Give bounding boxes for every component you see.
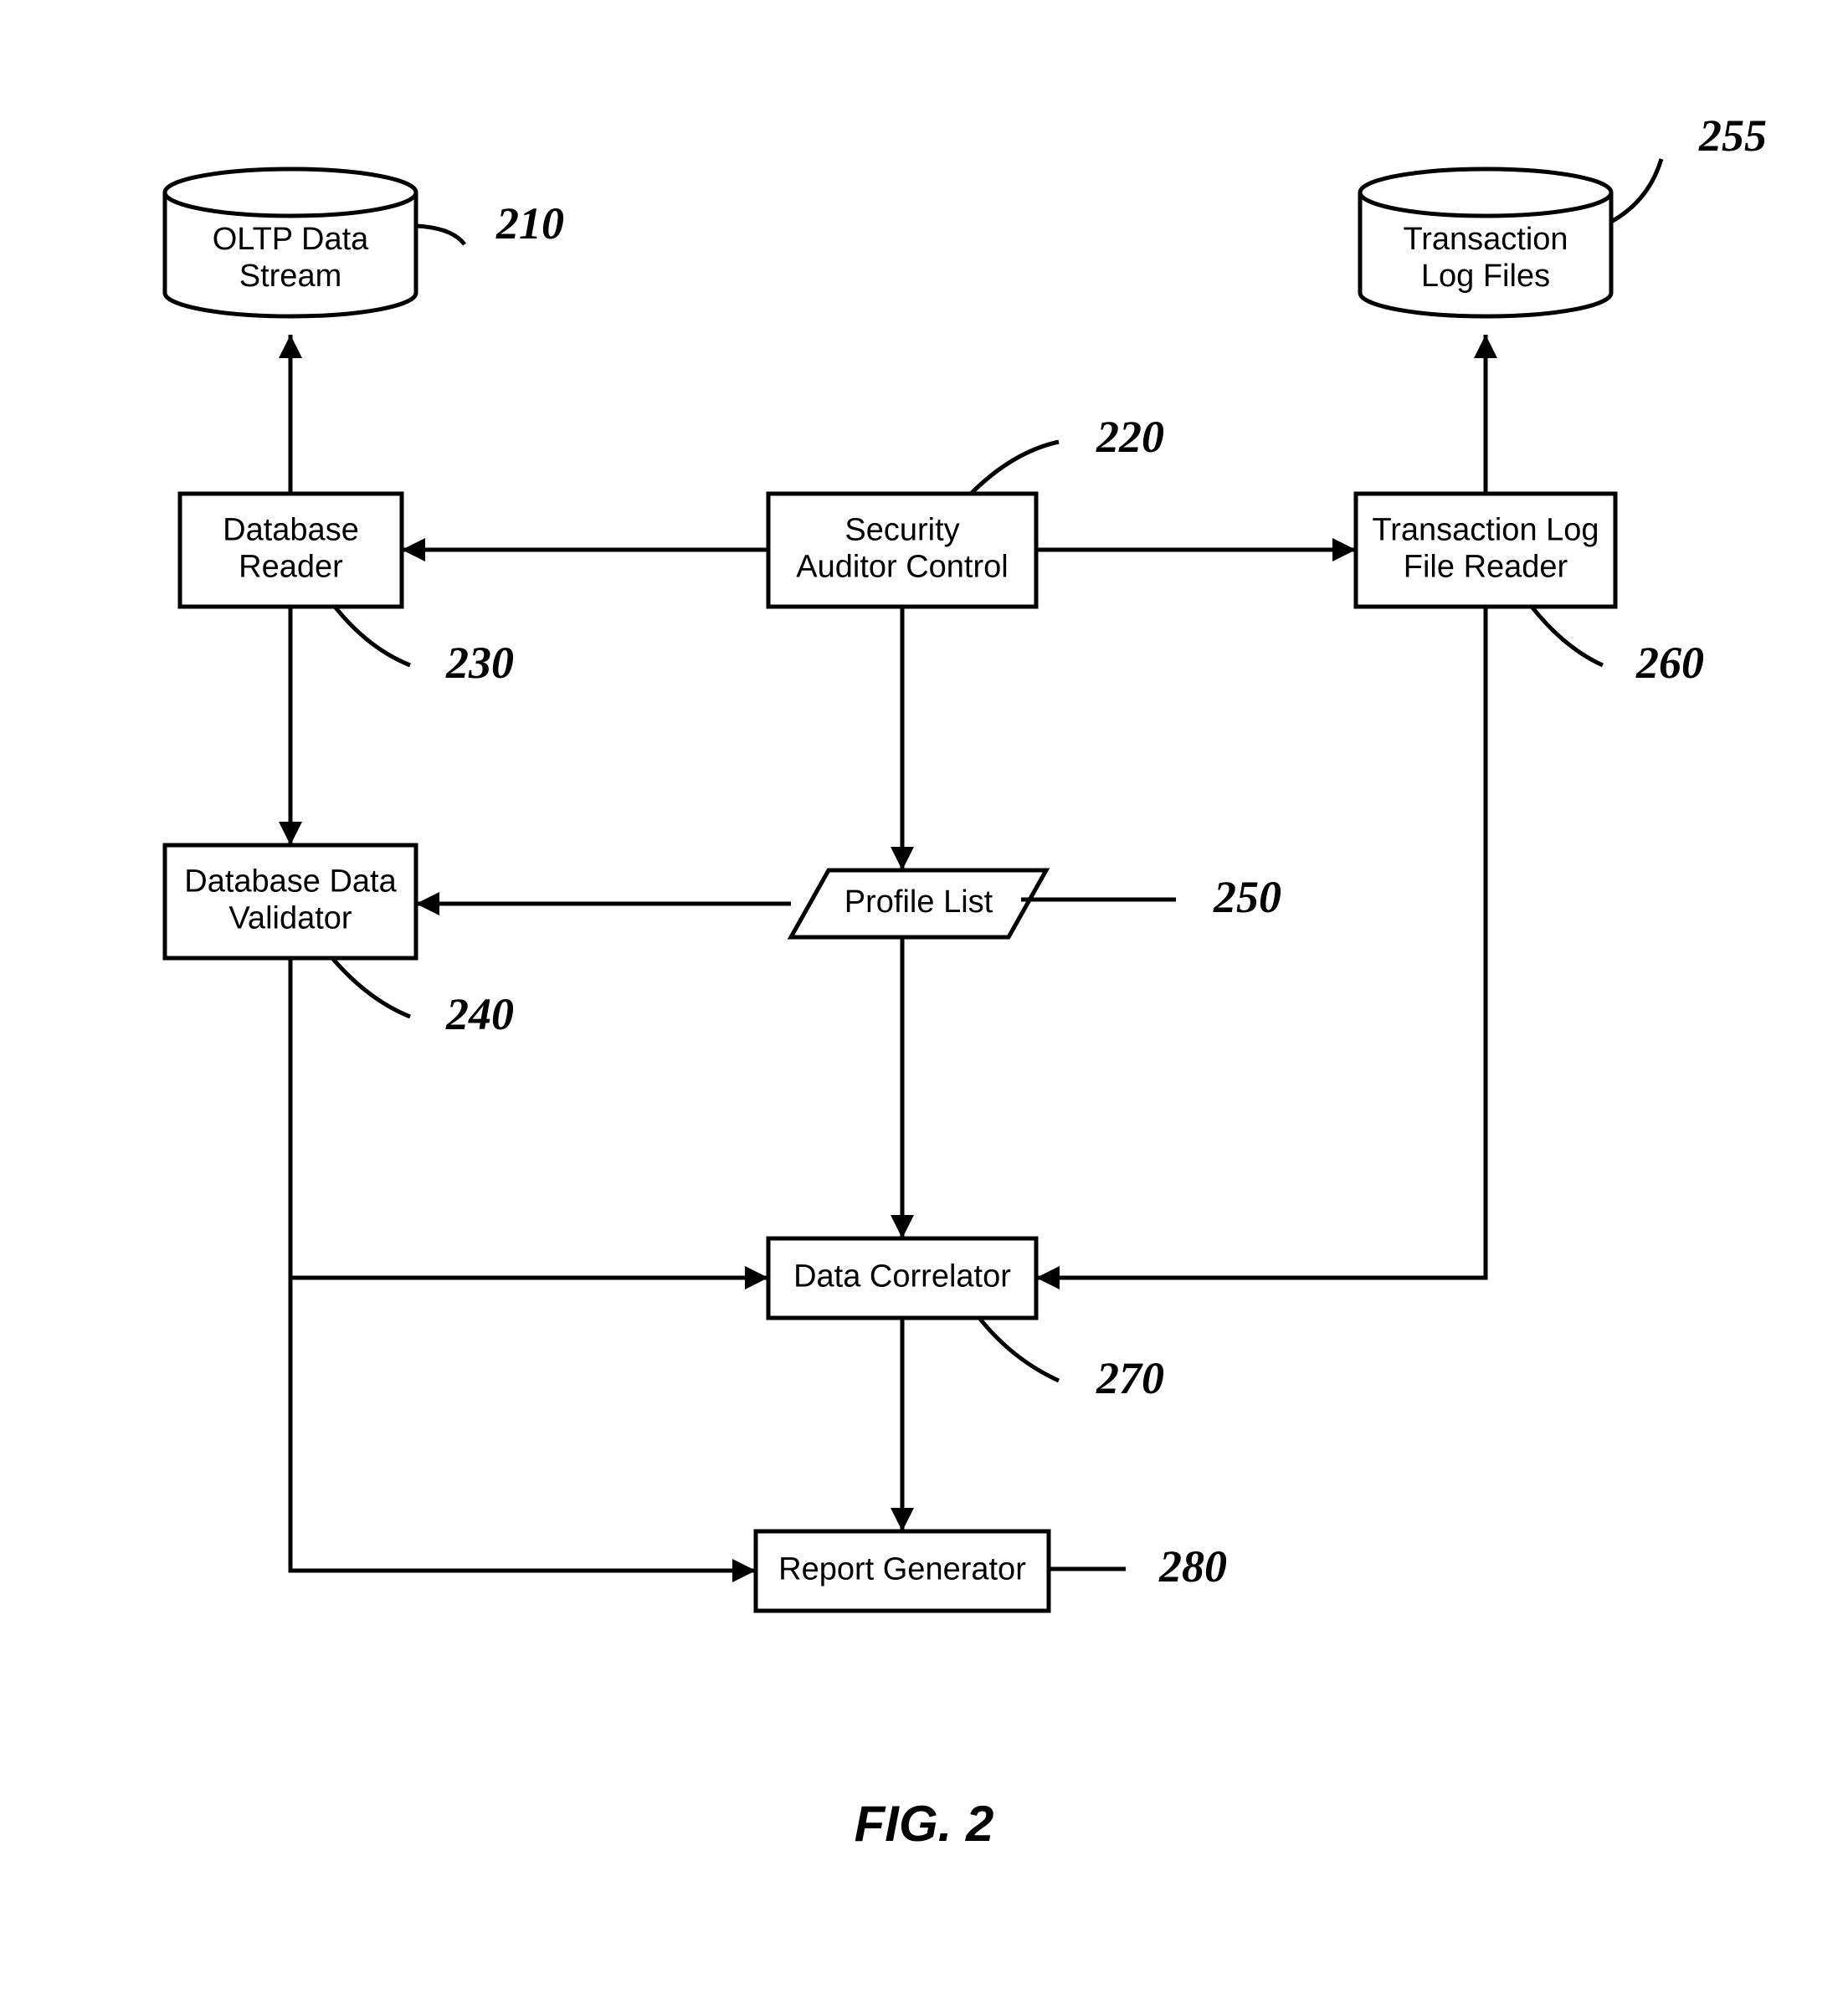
- node-txlog: TransactionLog Files 255: [1360, 110, 1767, 316]
- ref-label-txreader: 260: [1635, 638, 1704, 688]
- node-profile: Profile List 250: [791, 870, 1281, 937]
- node-auditor: SecurityAuditor Control 220: [768, 412, 1164, 607]
- node-correlator-label-0: Data Correlator: [793, 1259, 1011, 1294]
- node-report: Report Generator 280: [756, 1531, 1227, 1611]
- node-report-label-0: Report Generator: [778, 1552, 1026, 1587]
- ref-label-report: 280: [1158, 1541, 1227, 1592]
- edge-validator-correlator: [290, 958, 768, 1278]
- nodes-layer: OLTP DataStream 210 TransactionLog Files 25…: [165, 110, 1767, 1611]
- node-oltp: OLTP DataStream 210: [165, 169, 564, 316]
- ref-label-oltp: 210: [495, 198, 564, 249]
- node-txreader-label-1: File Reader: [1404, 549, 1568, 584]
- ref-label-auditor: 220: [1096, 412, 1164, 462]
- ref-lead-oltp: [416, 226, 465, 244]
- ref-lead-dbreader: [335, 607, 410, 665]
- figure-label: FIG. 2: [855, 1796, 994, 1852]
- flowchart-canvas: OLTP DataStream 210 TransactionLog Files 25…: [0, 0, 1848, 1989]
- node-correlator: Data Correlator 270: [768, 1238, 1164, 1403]
- node-validator-label-1: Validator: [228, 900, 352, 936]
- node-txreader: Transaction LogFile Reader 260: [1356, 494, 1704, 688]
- node-auditor-label-0: Security: [844, 513, 959, 548]
- ref-lead-validator: [332, 958, 410, 1017]
- node-validator-label-0: Database Data: [184, 864, 397, 900]
- ref-label-validator: 240: [445, 989, 514, 1039]
- edge-validator-report: [290, 1278, 756, 1571]
- ref-label-correlator: 270: [1096, 1353, 1164, 1403]
- node-auditor-label-1: Auditor Control: [796, 549, 1008, 584]
- node-validator: Database DataValidator 240: [165, 845, 514, 1039]
- node-dbreader-label-0: Database: [223, 513, 359, 548]
- edge-txreader-correlator: [1036, 607, 1486, 1278]
- node-profile-label-0: Profile List: [844, 884, 993, 920]
- node-txlog-label-0: Transaction: [1403, 222, 1568, 257]
- ref-label-profile: 250: [1213, 872, 1281, 922]
- ref-label-dbreader: 230: [445, 638, 514, 688]
- ref-label-txlog: 255: [1698, 110, 1767, 161]
- ref-lead-txreader: [1532, 607, 1603, 665]
- node-txlog-label-1: Log Files: [1421, 259, 1550, 294]
- node-txreader-label-0: Transaction Log: [1372, 513, 1599, 548]
- node-oltp-label-0: OLTP Data: [213, 222, 369, 257]
- node-dbreader: DatabaseReader 230: [180, 494, 514, 688]
- node-dbreader-label-1: Reader: [239, 549, 343, 584]
- ref-lead-correlator: [979, 1318, 1059, 1381]
- ref-lead-auditor: [971, 442, 1059, 494]
- node-oltp-label-1: Stream: [239, 259, 341, 294]
- ref-lead-txlog: [1611, 159, 1661, 222]
